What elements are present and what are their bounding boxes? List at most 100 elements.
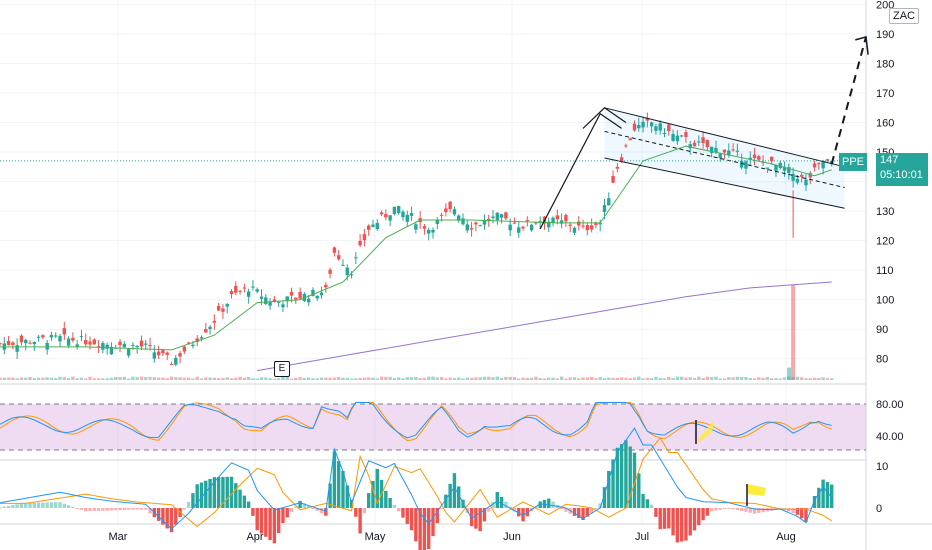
- macd-histogram-bar: [469, 508, 474, 527]
- volume-bar: [84, 378, 88, 380]
- volume-bar: [555, 378, 560, 380]
- candle-body: [131, 344, 135, 346]
- candle-body: [692, 142, 697, 147]
- volume-bar: [821, 377, 825, 380]
- volume-bar: [0, 377, 2, 380]
- volume-bar: [114, 376, 118, 380]
- candle-body: [619, 157, 624, 162]
- macd-histogram-bar: [229, 476, 234, 508]
- candle-body: [268, 301, 272, 306]
- price-tag-value-box[interactable]: 147 05:10:01: [876, 153, 928, 186]
- volume-bar: [195, 376, 199, 380]
- volume-bar: [122, 376, 127, 380]
- symbol-badge[interactable]: ZAC: [889, 8, 919, 24]
- projection-arrowhead: [855, 35, 869, 55]
- volume-bar: [615, 377, 620, 380]
- macd-histogram-bar: [225, 476, 229, 508]
- price-tag-name: PPE: [841, 156, 864, 168]
- candle-body: [88, 341, 92, 345]
- macd-histogram-bar: [611, 459, 615, 508]
- volume-bar: [366, 377, 371, 380]
- macd-histogram-bar: [388, 497, 392, 508]
- macd-histogram-bar: [19, 503, 24, 508]
- macd-histogram-bar: [577, 508, 581, 518]
- candle-body: [375, 222, 379, 230]
- volume-bar: [637, 376, 641, 380]
- candle-body: [705, 139, 710, 148]
- candle-body: [126, 349, 131, 356]
- volume-bar: [418, 378, 422, 380]
- candle-body: [324, 284, 328, 288]
- macd-histogram-bar: [401, 508, 405, 518]
- macd-panel[interactable]: [0, 427, 834, 550]
- price-tag[interactable]: PPE: [839, 153, 867, 171]
- volume-bar: [268, 378, 272, 380]
- macd-histogram-bar: [204, 480, 208, 508]
- candle-body: [469, 228, 474, 230]
- candle-body: [41, 335, 45, 338]
- candle-body: [75, 344, 79, 347]
- candle-body: [216, 306, 221, 311]
- volume-bar: [444, 378, 448, 380]
- macd-histogram-bar: [671, 508, 675, 536]
- volume-bar: [165, 378, 169, 380]
- x-tick-label: Jun: [503, 531, 521, 543]
- volume-bar: [75, 378, 79, 380]
- macd-histogram-bar: [821, 479, 825, 508]
- volume-bar: [602, 378, 607, 380]
- volume-bar: [101, 378, 105, 380]
- volume-bar: [371, 377, 375, 380]
- candle-body: [465, 224, 469, 231]
- candle-body: [791, 173, 795, 181]
- candle-body: [24, 339, 28, 344]
- macd-histogram-bar: [427, 508, 431, 550]
- macd-histogram-bar: [105, 508, 109, 511]
- macd-histogram-bar: [748, 508, 752, 513]
- volume-bar: [332, 377, 337, 380]
- macd-histogram-bar: [637, 473, 641, 508]
- volume-bar: [246, 376, 251, 380]
- candle-body: [118, 341, 122, 346]
- volume-bar: [208, 377, 212, 380]
- macd-histogram-bar: [392, 504, 397, 508]
- candle-body: [495, 212, 500, 221]
- volume-bar: [722, 378, 727, 380]
- candle-body: [589, 225, 594, 230]
- macd-histogram-bar: [812, 495, 817, 508]
- candle-body: [611, 176, 615, 183]
- macd-histogram-bar: [538, 501, 542, 508]
- candle-body: [54, 335, 58, 337]
- macd-histogram-bar: [418, 508, 422, 550]
- macd-histogram-bar: [251, 508, 255, 516]
- candle-body: [19, 335, 24, 343]
- macd-histogram-bar: [495, 491, 500, 508]
- x-tick-label: May: [365, 531, 386, 543]
- rsi-panel[interactable]: [0, 402, 866, 451]
- candle-body: [577, 221, 581, 226]
- volume-bar: [79, 377, 84, 380]
- macd-histogram-bar: [491, 501, 495, 508]
- candle-body: [812, 163, 817, 168]
- volume-bar: [178, 377, 182, 380]
- price-panel[interactable]: [0, 35, 869, 380]
- volume-bar: [28, 376, 32, 380]
- macd-histogram-bar: [234, 483, 238, 508]
- macd-histogram-bar: [675, 508, 680, 543]
- earnings-marker[interactable]: E: [274, 361, 290, 377]
- volume-bar: [830, 378, 834, 380]
- candle-body: [474, 222, 478, 225]
- ema-line: [0, 145, 832, 351]
- volume-bar: [66, 378, 71, 380]
- candle-body: [799, 174, 804, 177]
- volume-bar: [234, 377, 238, 380]
- volume-bar: [186, 377, 191, 380]
- volume-bar: [619, 377, 624, 380]
- volume-bar: [701, 378, 705, 380]
- volume-bar: [2, 377, 6, 380]
- candle-body: [204, 329, 208, 333]
- candle-body: [15, 345, 19, 352]
- macd-histogram-bar: [654, 508, 658, 517]
- y-tick-label: 190: [876, 29, 894, 41]
- candle-body: [439, 214, 444, 216]
- volume-bar: [135, 377, 139, 380]
